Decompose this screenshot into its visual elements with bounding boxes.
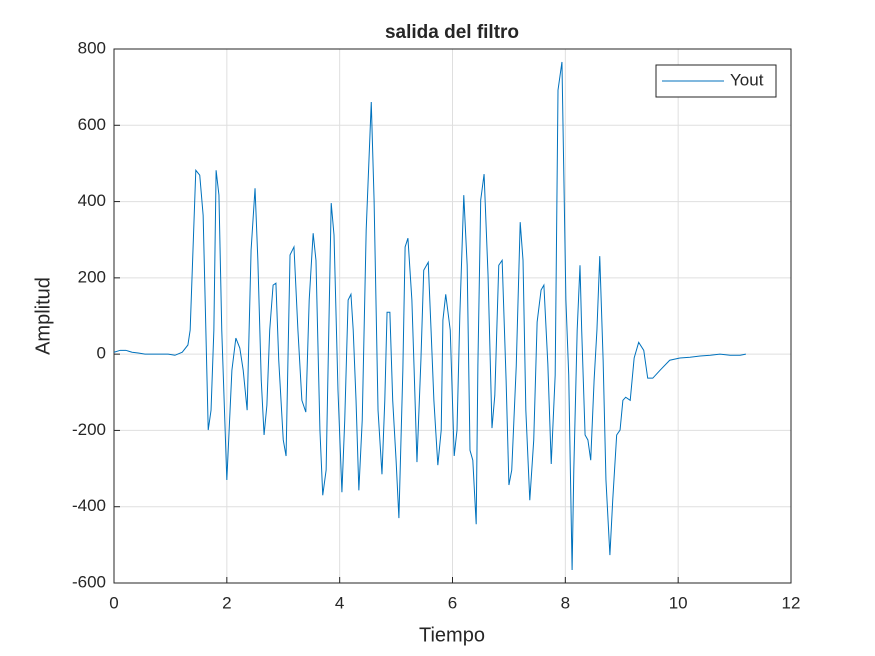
data-line [113,61,746,571]
x-tick-label: 4 [335,593,344,612]
y-tick-label: -400 [72,496,106,515]
x-tick-label: 12 [782,593,801,612]
y-axis-label: Amplitud [32,277,54,355]
y-tick-label: 400 [78,191,106,210]
y-tick-label: 800 [78,38,106,57]
x-tick-label: 2 [222,593,231,612]
y-tick-label: 0 [97,344,106,363]
y-tick-label: -600 [72,572,106,591]
y-tick-label: 200 [78,267,106,286]
chart-title: salida del filtro [385,22,519,43]
axes-box [113,48,792,584]
x-tick-label: 0 [109,593,118,612]
y-tick-label: 600 [78,115,106,134]
x-tick-label: 6 [448,593,457,612]
x-axis-label: Tiempo [419,624,485,646]
legend-label: Yout [730,70,764,89]
y-tick-label: -200 [72,420,106,439]
x-tick-label: 10 [669,593,688,612]
x-tick-label: 8 [561,593,570,612]
